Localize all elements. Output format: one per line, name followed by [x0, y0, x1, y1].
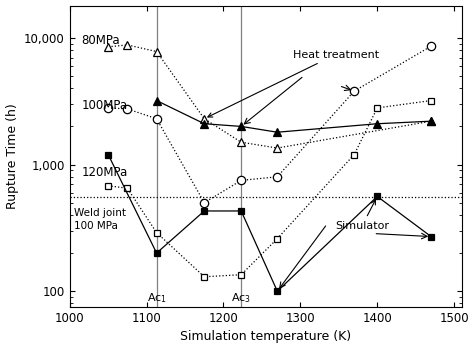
Text: 120MPa: 120MPa — [81, 166, 127, 179]
Text: Ac$_3$: Ac$_3$ — [231, 291, 251, 305]
Text: 80MPa: 80MPa — [81, 34, 120, 47]
Text: Weld joint
100 MPa: Weld joint 100 MPa — [74, 208, 125, 231]
X-axis label: Simulation temperature (K): Simulation temperature (K) — [180, 331, 352, 343]
Text: Heat treatment: Heat treatment — [208, 50, 379, 117]
Text: 100MPa: 100MPa — [81, 99, 127, 112]
Y-axis label: Rupture Time (h): Rupture Time (h) — [6, 103, 19, 209]
Text: Ac$_1$: Ac$_1$ — [147, 291, 167, 305]
Text: Simulator: Simulator — [335, 200, 389, 231]
